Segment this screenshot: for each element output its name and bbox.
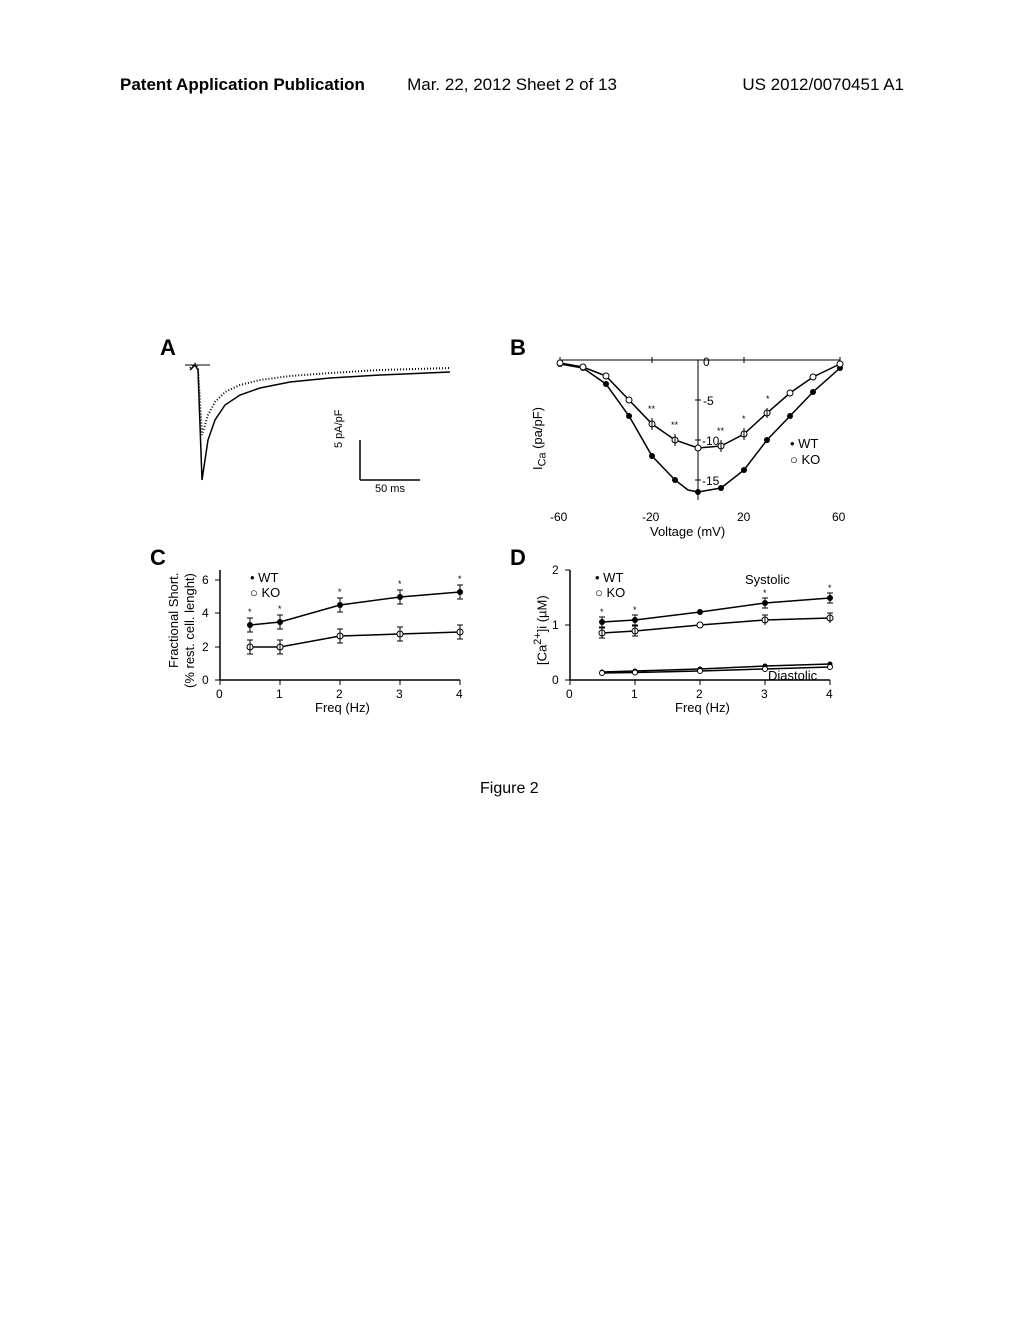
d-xtick-3: 3 [761, 687, 768, 701]
scale-y-label: 5 pA/pF [333, 409, 345, 448]
b-ytick-0: 0 [703, 355, 710, 369]
c-sig-3: * [398, 579, 402, 589]
panel-d-xlabel: Freq (Hz) [675, 700, 730, 715]
c-xtick-1: 1 [276, 687, 283, 701]
d-xtick-1: 1 [631, 687, 638, 701]
panel-b: B ICa (pa/pF) -60 -20 20 [510, 340, 860, 540]
b-xtick-0: -60 [550, 510, 567, 524]
c-ytick-2: 4 [202, 606, 209, 620]
systolic-label: Systolic [745, 572, 790, 587]
b-sig-2: ** [717, 426, 724, 436]
panel-a: A 5 pA/pF 50 ms [160, 340, 480, 520]
c-ytick-3: 6 [202, 573, 209, 587]
panel-d-legend-ko: ○ KO [595, 585, 625, 600]
panel-b-legend-wt: • WT [790, 436, 818, 451]
c-sig-1: * [278, 604, 282, 614]
panel-b-ylabel: ICa (pa/pF) [530, 407, 549, 470]
b-sig-4: * [766, 394, 770, 404]
panel-c: C Fractional Short [160, 550, 480, 720]
panel-c-ylabel1: Fractional Short. [166, 573, 181, 668]
b-ytick-3: -15 [702, 474, 719, 488]
panel-d: D [C [510, 550, 860, 720]
d-sig-1: * [633, 605, 637, 615]
c-xtick-4: 4 [456, 687, 463, 701]
b-ytick-2: -10 [702, 434, 719, 448]
d-sig-3: * [828, 583, 832, 593]
panel-d-ylabel: [Ca2+]i (µM) [532, 595, 549, 665]
b-ytick-1: -5 [703, 394, 714, 408]
panel-c-legend-wt: • WT [250, 570, 278, 585]
c-xtick-3: 3 [396, 687, 403, 701]
b-xtick-1: -20 [642, 510, 659, 524]
d-sig-0: * [600, 607, 604, 617]
panel-c-legend-ko: ○ KO [250, 585, 280, 600]
d-xtick-4: 4 [826, 687, 833, 701]
d-ytick-1: 1 [552, 618, 559, 632]
d-xtick-0: 0 [566, 687, 573, 701]
d-ytick-2: 2 [552, 563, 559, 577]
d-xtick-2: 2 [696, 687, 703, 701]
panel-d-legend-wt: • WT [595, 570, 623, 585]
figure-caption: Figure 2 [480, 780, 539, 798]
b-sig-1: ** [671, 420, 678, 430]
b-sig-3: * [742, 414, 746, 424]
header-right: US 2012/0070451 A1 [742, 75, 904, 95]
panel-b-legend-ko: ○ KO [790, 452, 820, 467]
scale-x-label: 50 ms [375, 483, 405, 495]
header-center: Mar. 22, 2012 Sheet 2 of 13 [407, 75, 617, 95]
panel-a-chart [160, 340, 480, 520]
d-ytick-0: 0 [552, 673, 559, 687]
d-sig-2: * [763, 588, 767, 598]
panel-c-ylabel2: (% rest. cell. lenght) [182, 573, 197, 688]
panel-c-xlabel: Freq (Hz) [315, 700, 370, 715]
b-xtick-2: 20 [737, 510, 750, 524]
c-xtick-2: 2 [336, 687, 343, 701]
c-sig-4: * [458, 574, 462, 584]
c-ytick-0: 0 [202, 673, 209, 687]
panel-b-xlabel: Voltage (mV) [650, 524, 725, 539]
b-sig-0: ** [648, 404, 655, 414]
diastolic-label: Diastolic [768, 668, 817, 683]
c-ytick-1: 2 [202, 640, 209, 654]
c-sig-2: * [338, 587, 342, 597]
header-left: Patent Application Publication [120, 75, 365, 95]
c-sig-0: * [248, 607, 252, 617]
c-xtick-0: 0 [216, 687, 223, 701]
b-xtick-3: 60 [832, 510, 845, 524]
panel-d-chart [510, 550, 860, 720]
